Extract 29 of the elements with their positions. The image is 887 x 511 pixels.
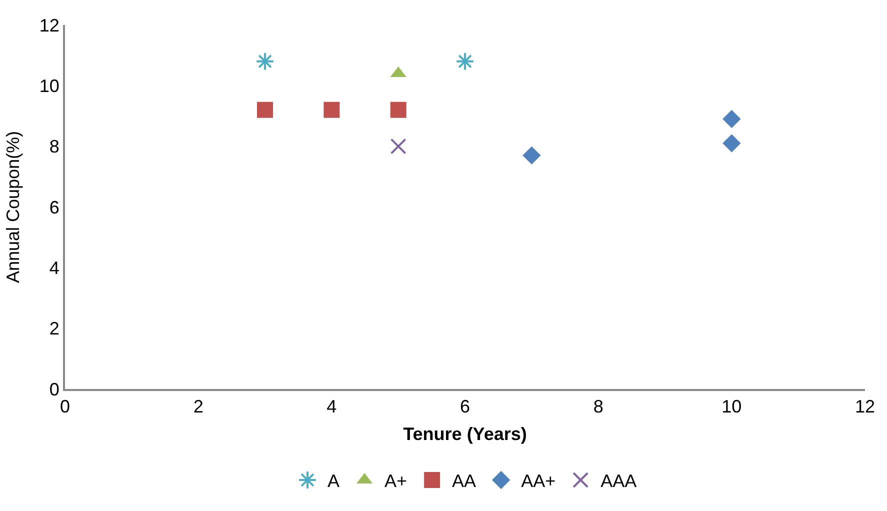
y-tick-label: 6: [49, 197, 60, 218]
legend-label: AA: [452, 471, 476, 492]
point: [390, 138, 406, 154]
point: [722, 134, 741, 152]
point: [256, 52, 274, 71]
y-tick-label: 0: [49, 379, 60, 400]
legend-label: AAA: [600, 471, 637, 492]
y-axis-title: Annual Coupon(%): [3, 130, 24, 284]
point: [390, 102, 406, 118]
x-tick-label: 12: [854, 396, 876, 417]
point: [257, 102, 273, 118]
x-tick-label: 6: [460, 396, 470, 417]
x-tick-label: 10: [722, 396, 742, 417]
point: [324, 102, 340, 118]
x-tick-label: 2: [193, 396, 204, 417]
y-tick-label: 8: [49, 136, 60, 157]
legend-label: A: [328, 471, 340, 492]
x-tick-label: 4: [326, 396, 337, 417]
point: [722, 110, 741, 128]
legend-label: A+: [384, 471, 408, 492]
y-tick-label: 4: [49, 258, 60, 278]
y-tick-label: 2: [49, 318, 60, 339]
point: [456, 52, 474, 71]
x-axis-title: Tenure (Years): [403, 424, 527, 444]
point: [522, 146, 541, 165]
y-tick-label: 10: [39, 76, 60, 96]
legend-label: AA+: [521, 471, 556, 492]
x-tick-label: 8: [593, 396, 604, 417]
y-tick-label: 12: [39, 15, 60, 36]
